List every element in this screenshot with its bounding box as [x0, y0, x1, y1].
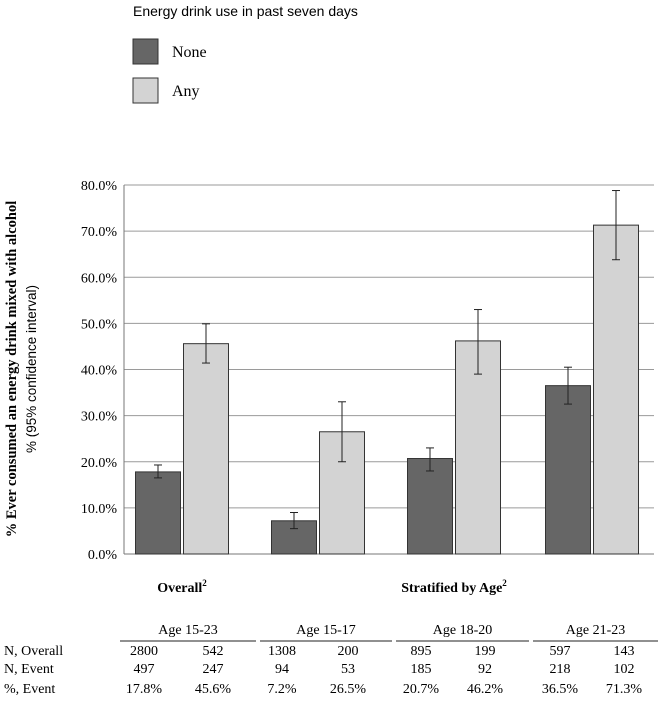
table-cell: 597	[550, 644, 571, 659]
table-cell: 102	[614, 662, 635, 677]
bar-any	[455, 340, 501, 555]
legend: Energy drink use in past seven days None…	[132, 3, 358, 104]
table-header: Age 15-23	[158, 623, 218, 638]
table-cell: 7.2%	[267, 682, 297, 697]
table-cell: 497	[134, 662, 155, 677]
table-cell: 46.2%	[467, 682, 504, 697]
y-axis-label-group: % Ever consumed an energy drink mixed wi…	[4, 201, 39, 537]
table-cell: 94	[275, 662, 289, 677]
table-row-label: %, Event	[4, 682, 55, 697]
y-axis-label: % Ever consumed an energy drink mixed wi…	[4, 201, 20, 537]
table-header: Age 15-17	[296, 623, 356, 638]
y-tick-label: 20.0%	[81, 456, 118, 471]
data-table: Age 15-23 Age 15-17 Age 18-20 Age 21-23 N, O…	[4, 623, 658, 697]
table-cell: 200	[338, 644, 359, 659]
table-cell: 20.7%	[403, 682, 440, 697]
y-tick-label: 10.0%	[81, 502, 118, 517]
legend-swatch-any	[132, 77, 159, 104]
table-cell: 45.6%	[195, 682, 232, 697]
y-tick-label: 70.0%	[81, 225, 118, 240]
bar-none	[135, 471, 181, 555]
y-tick-label: 40.0%	[81, 364, 118, 379]
legend-title: Energy drink use in past seven days	[133, 3, 358, 19]
table-cell: 36.5%	[542, 682, 579, 697]
table-cell: 71.3%	[606, 682, 643, 697]
table-cell: 26.5%	[330, 682, 367, 697]
legend-label-none: None	[172, 44, 207, 61]
y-tick-label: 60.0%	[81, 271, 118, 286]
table-header: Age 18-20	[433, 623, 493, 638]
y-tick-label: 30.0%	[81, 410, 118, 425]
legend-swatch-none	[132, 38, 159, 65]
y-tick-label: 0.0%	[88, 548, 118, 563]
bar-any	[593, 224, 639, 555]
bar-any	[183, 343, 229, 555]
table-cell: 542	[203, 644, 224, 659]
table-cell: 143	[614, 644, 635, 659]
table-cell: 247	[203, 662, 224, 677]
table-cell: 92	[478, 662, 492, 677]
table-row-label: N, Overall	[4, 644, 63, 659]
y-tick-label: 80.0%	[81, 179, 118, 194]
table-cell: 895	[411, 644, 432, 659]
table-cell: 1308	[268, 644, 296, 659]
group-label-overall: Overall2	[157, 578, 207, 596]
bar-none	[545, 385, 591, 555]
table-cell: 199	[475, 644, 496, 659]
bar-none	[407, 458, 453, 555]
table-cell: 17.8%	[126, 682, 163, 697]
table-cell: 218	[550, 662, 571, 677]
y-tick-label: 50.0%	[81, 317, 118, 332]
y-axis-sublabel: % (95% confidence interval)	[24, 285, 39, 453]
legend-label-any: Any	[172, 83, 200, 100]
table-cell: 2800	[130, 644, 158, 659]
table-cell: 53	[341, 662, 355, 677]
table-header: Age 21-23	[566, 623, 626, 638]
table-cell: 185	[411, 662, 432, 677]
table-row-label: N, Event	[4, 662, 54, 677]
plot-area: 0.0% 10.0% 20.0% 30.0% 40.0% 50.0% 60.0% 70.0% 8…	[81, 179, 654, 563]
group-label-stratified: Stratified by Age2	[401, 578, 507, 596]
